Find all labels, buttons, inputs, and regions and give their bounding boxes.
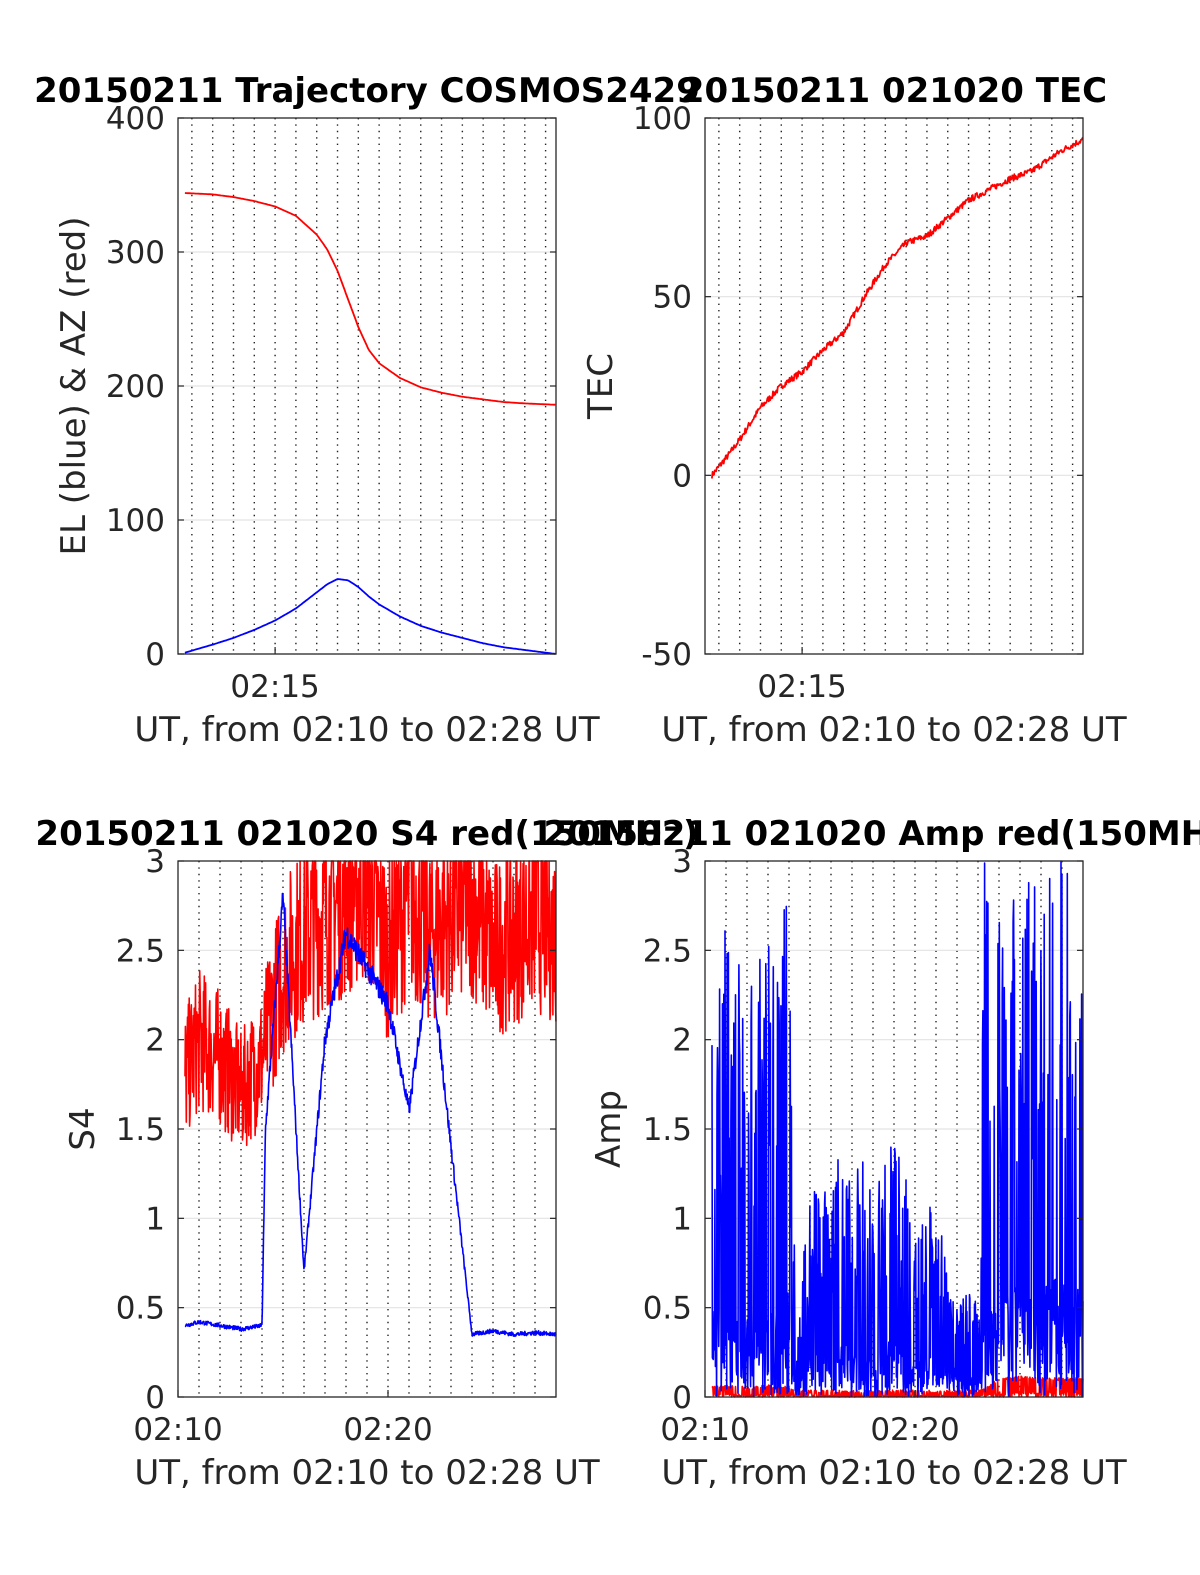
series-lines bbox=[711, 136, 1084, 479]
x-tick-label: 02:10 bbox=[660, 1412, 749, 1448]
x-tick-label: 02:15 bbox=[757, 669, 846, 705]
y-tick-label: 50 bbox=[653, 280, 692, 316]
y-tick-label: 400 bbox=[106, 101, 165, 137]
tick-labels: 0 100 200 300 400 02:15 bbox=[106, 101, 556, 705]
series-line-2 bbox=[711, 860, 1084, 1398]
y-tick-label: 2 bbox=[672, 1023, 692, 1059]
x-tick-label: 02:20 bbox=[870, 1412, 959, 1448]
y-tick-label: 300 bbox=[106, 235, 165, 271]
y-tick-label: 0 bbox=[145, 637, 165, 673]
y-tick-label: 3 bbox=[145, 844, 165, 880]
y-tick-label: 1 bbox=[145, 1201, 165, 1237]
y-tick-label: 2.5 bbox=[643, 933, 692, 969]
chart-title: 20150211 021020 Amp red(150MHz) bbox=[543, 814, 1200, 854]
y-tick-label: 0 bbox=[672, 458, 692, 494]
grid bbox=[705, 118, 1083, 654]
y-tick-label: 0.5 bbox=[116, 1291, 165, 1327]
x-axis-label: UT, from 02:10 to 02:28 UT bbox=[134, 1453, 600, 1493]
y-tick-label: 0 bbox=[145, 1380, 165, 1416]
series-line-2 bbox=[184, 192, 556, 406]
x-axis-label: UT, from 02:10 to 02:28 UT bbox=[661, 710, 1127, 750]
y-axis-label: EL (blue) & AZ (red) bbox=[54, 216, 94, 555]
y-tick-label: -50 bbox=[641, 637, 692, 673]
y-tick-label: 0.5 bbox=[643, 1291, 692, 1327]
y-tick-label: 3 bbox=[672, 844, 692, 880]
tick-labels: 0 0.5 1 1.5 2 2.5 3 02:10 02:20 bbox=[116, 844, 556, 1448]
axes-box bbox=[704, 117, 1084, 655]
chart-title: 20150211 021020 S4 red(150MHz) bbox=[35, 814, 698, 854]
y-axis-label: TEC bbox=[581, 353, 621, 420]
x-axis-label: UT, from 02:10 to 02:28 UT bbox=[661, 1453, 1127, 1493]
y-tick-label: 0 bbox=[672, 1380, 692, 1416]
x-tick-label: 02:10 bbox=[133, 1412, 222, 1448]
y-tick-label: 100 bbox=[106, 503, 165, 539]
x-axis-label: UT, from 02:10 to 02:28 UT bbox=[134, 710, 600, 750]
y-tick-label: 1 bbox=[672, 1201, 692, 1237]
series-lines bbox=[184, 192, 556, 655]
chart-title: 20150211 021020 TEC bbox=[681, 71, 1107, 111]
y-axis-label: Amp bbox=[589, 1090, 629, 1168]
tick-labels: 0 0.5 1 1.5 2 2.5 3 02:10 02:20 bbox=[643, 844, 1083, 1448]
tec-panel: -50 0 50 100 02:15 20150211 021020 TEC UT, f… bbox=[581, 71, 1127, 750]
series-line-2 bbox=[184, 892, 557, 1338]
s4-panel: 0 0.5 1 1.5 2 2.5 3 02:10 02:20 20150211 021020 … bbox=[35, 814, 698, 1493]
series-line-1 bbox=[184, 860, 557, 1147]
y-tick-label: 200 bbox=[106, 369, 165, 405]
x-tick-label: 02:20 bbox=[343, 1412, 432, 1448]
y-axis-label: S4 bbox=[63, 1107, 103, 1150]
y-tick-label: 2.5 bbox=[116, 933, 165, 969]
series-line-1 bbox=[711, 136, 1084, 479]
series-lines bbox=[711, 860, 1084, 1398]
chart-title: 20150211 Trajectory COSMOS2429 bbox=[34, 71, 700, 111]
series-lines bbox=[184, 860, 557, 1338]
x-tick-label: 02:15 bbox=[230, 669, 319, 705]
trajectory-panel: 0 100 200 300 400 02:15 20150211 Trajectory C… bbox=[34, 71, 700, 750]
grid bbox=[178, 118, 556, 654]
y-tick-label: 100 bbox=[633, 101, 692, 137]
tick-labels: -50 0 50 100 02:15 bbox=[633, 101, 1083, 705]
y-tick-label: 2 bbox=[145, 1023, 165, 1059]
y-tick-label: 1.5 bbox=[116, 1112, 165, 1148]
series-line-1 bbox=[184, 578, 556, 655]
amp-panel: 0 0.5 1 1.5 2 2.5 3 02:10 02:20 20150211 021020 … bbox=[543, 814, 1200, 1493]
series-line-1 bbox=[711, 1375, 1084, 1398]
y-tick-label: 1.5 bbox=[643, 1112, 692, 1148]
plot-area bbox=[705, 118, 1083, 654]
